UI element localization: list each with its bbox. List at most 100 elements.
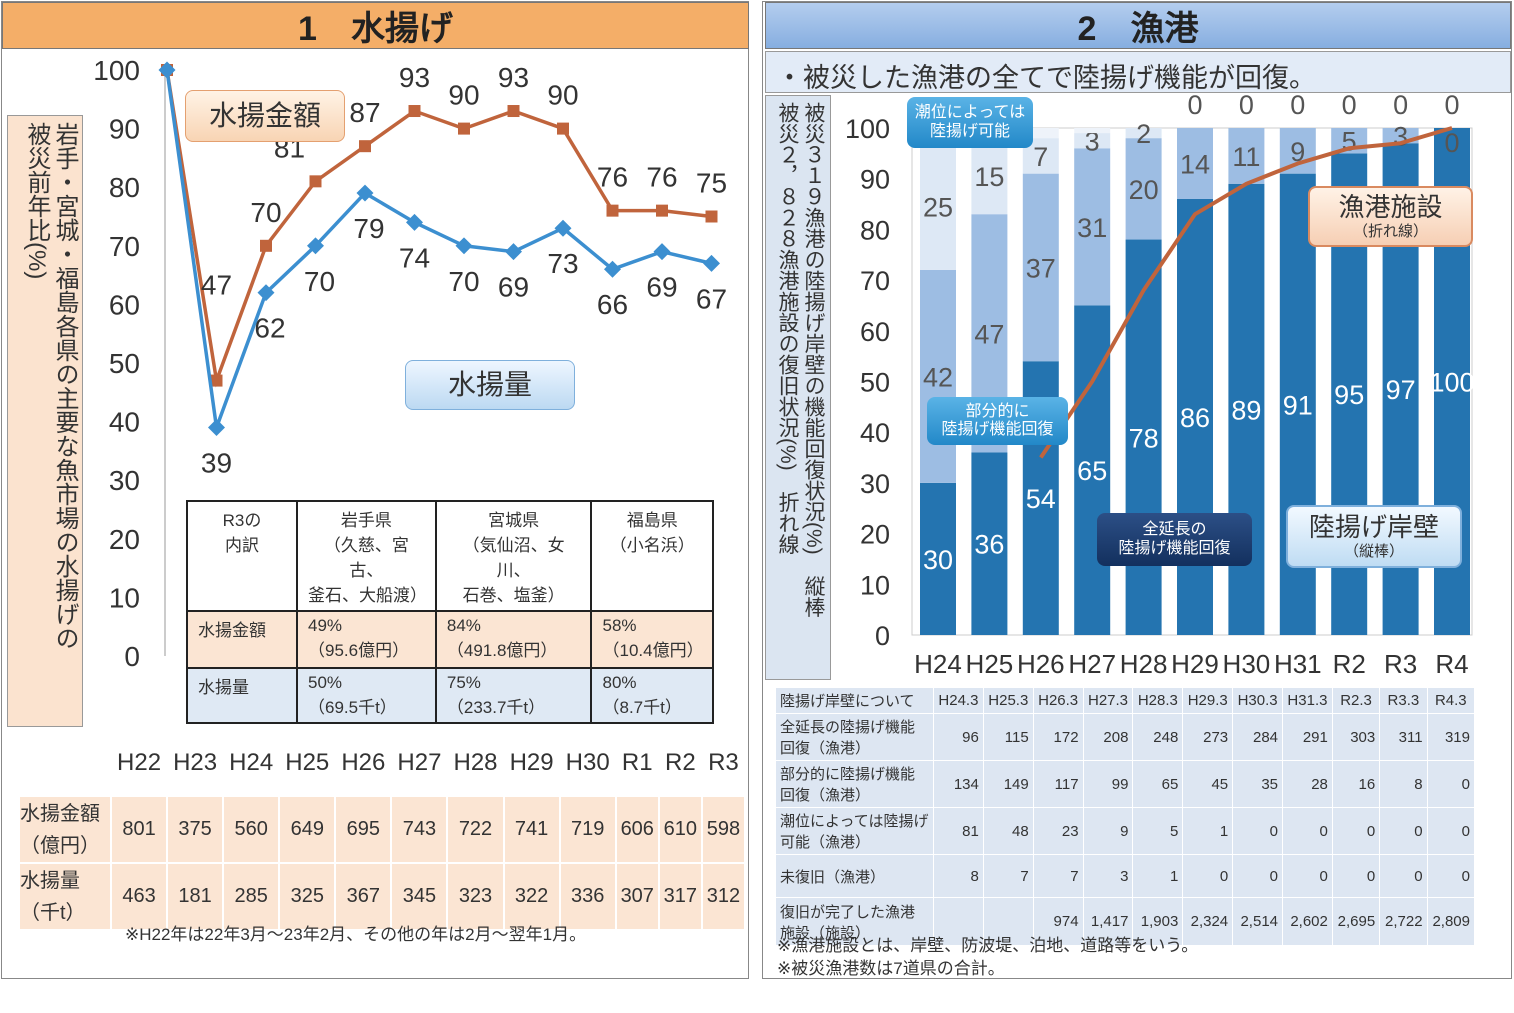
- bar-data-label: 86: [1180, 403, 1210, 433]
- cell: 3: [1082, 854, 1134, 898]
- y-label-col1: 岩手・宮城・福島各県の主要な魚市場の水揚げの: [51, 122, 78, 650]
- cell: 0: [1232, 807, 1284, 855]
- y-tick-label: 30: [109, 465, 140, 496]
- cell: 9: [1082, 807, 1134, 855]
- bar-segment-unrestored: [1074, 128, 1111, 134]
- cell: 0: [1426, 854, 1476, 898]
- year-header: H26: [334, 728, 393, 797]
- cell: 322: [502, 862, 561, 931]
- x-tick-label: R2: [1333, 649, 1366, 679]
- column-header: H24.3: [933, 687, 984, 714]
- x-tick-label: R4: [1435, 649, 1468, 679]
- x-tick-label: H27: [1068, 649, 1116, 679]
- full-callout: 全延長の 陸揚げ機能回復: [1097, 513, 1252, 566]
- bar-data-label: 20: [1129, 175, 1159, 205]
- volume-marker: [257, 284, 275, 302]
- port-y-axis-label: 被災３１９漁港の陸揚げ岸壁の機能回復状況(%) 縦棒 被災２，８２８漁港施設の復…: [765, 95, 831, 680]
- cell: 80% （8.7千t）: [590, 667, 714, 724]
- column-header: R4.3: [1426, 687, 1476, 714]
- cell: 8: [933, 854, 984, 898]
- table-row: 復旧が完了した漁港施設（施設） 974 1,417 1,903 2,324 2,514 2,…: [775, 897, 1476, 946]
- cell: [982, 897, 1034, 946]
- x-tick-label: H29: [1171, 649, 1219, 679]
- amount-data-label: 93: [399, 62, 430, 93]
- port-note-2: ※被災漁港数は7道県の合計。: [777, 959, 1005, 978]
- amount-marker: [458, 122, 470, 135]
- column-header: H26.3: [1032, 687, 1084, 714]
- cell: 2,602: [1282, 897, 1333, 946]
- cell: 1,417: [1082, 897, 1134, 946]
- cell: 28: [1282, 760, 1333, 808]
- bar-data-label: 11: [1232, 142, 1260, 172]
- year-header: H22: [109, 728, 169, 797]
- cell: 606: [614, 795, 660, 864]
- cell: 307: [614, 862, 660, 931]
- cell: 2,722: [1379, 897, 1428, 946]
- bar-segment-partial: [1279, 128, 1316, 174]
- cell: 0: [1379, 807, 1428, 855]
- volume-callout-label: 水揚量: [447, 368, 532, 400]
- bar-data-label: 36: [974, 530, 1004, 560]
- quay-callout: 陸揚げ岸壁 （縦棒）: [1286, 505, 1462, 568]
- volume-data-label: 67: [696, 283, 727, 314]
- cell: 23: [1032, 807, 1084, 855]
- breakdown-row-volume: 水揚量 50% （69.5千t） 75% （233.7千t） 80% （8.7千…: [186, 667, 714, 724]
- column-header: H31.3: [1282, 687, 1333, 714]
- cell: 5: [1132, 807, 1184, 855]
- cell: 463: [109, 862, 169, 931]
- volume-marker: [653, 243, 671, 261]
- cell: 81: [933, 807, 984, 855]
- bar-data-label: 2: [1136, 119, 1151, 149]
- row-label: 潮位によっては陸揚げ可能（漁港）: [775, 807, 934, 855]
- y-tick-label: 90: [860, 165, 890, 195]
- port-recovery-table: 陸揚げ岸壁について H24.3 H25.3 H26.3 H27.3 H28.3 H29.3 H…: [775, 687, 1476, 946]
- y-tick-label: 40: [860, 418, 890, 448]
- volume-data-label: 39: [201, 447, 232, 478]
- bar-segment-partial: [1125, 138, 1162, 240]
- cell: 801: [109, 795, 169, 864]
- table-row: 潮位によっては陸揚げ可能（漁港） 81 48 23 9 5 1 0 0 0 0 0: [775, 807, 1476, 855]
- y-tick-label: 70: [860, 266, 890, 296]
- cell: 48: [982, 807, 1034, 855]
- volume-data-label: 70: [448, 266, 479, 297]
- landing-panel: [1, 1, 749, 979]
- cell: 99: [1082, 760, 1134, 808]
- cell: 65: [1132, 760, 1184, 808]
- volume-marker: [307, 237, 324, 255]
- cell: 284: [1232, 713, 1284, 761]
- landing-y-axis-label: 岩手・宮城・福島各県の主要な魚市場の水揚げの 被災前年比(%): [7, 115, 83, 727]
- y-tick-label: 70: [109, 231, 140, 262]
- volume-data-label: 79: [353, 213, 384, 244]
- cell: 317: [657, 862, 703, 931]
- bar-data-label: 91: [1283, 390, 1313, 420]
- y-tick-label: 0: [124, 641, 140, 672]
- y-tick-label: 50: [109, 348, 140, 379]
- tide-callout-label: 潮位によっては 陸揚げ可能: [914, 104, 1026, 140]
- amount-marker: [210, 374, 223, 387]
- facility-callout: 漁港施設 （折れ線）: [1308, 186, 1473, 247]
- cell: 8: [1379, 760, 1428, 808]
- year-header: H23: [166, 728, 225, 797]
- bar-data-label: 0: [1444, 90, 1459, 120]
- y-tick-label: 80: [109, 172, 140, 203]
- bar-data-label: 31: [1077, 213, 1107, 243]
- header-label: 陸揚げ岸壁について: [775, 687, 934, 714]
- landing-annual-table: H22 H23 H24 H25 H26 H27 H28 H29 H30 R1 R2 R3 水揚金額 （億…: [18, 728, 747, 931]
- x-tick-label: R3: [1384, 649, 1417, 679]
- year-header: H29: [502, 728, 561, 797]
- column-header: H30.3: [1232, 687, 1284, 714]
- cell: 1: [1182, 807, 1234, 855]
- column-header: R3.3: [1379, 687, 1428, 714]
- annual-row: 水揚金額 （億円） 801 375 560 649 695 743 722 741 719 606 6…: [18, 795, 747, 864]
- volume-marker: [406, 213, 423, 231]
- cell: 0: [1232, 854, 1284, 898]
- breakdown-header: 福島県 （小名浜）: [590, 500, 714, 612]
- cell: 2,514: [1232, 897, 1284, 946]
- cell: 115: [982, 713, 1034, 761]
- quay-callout-sub: （縦棒）: [1343, 542, 1404, 560]
- cell: 2,695: [1331, 897, 1381, 946]
- amount-data-label: 76: [646, 162, 677, 193]
- port-bar-chart: 0102030405060708090100304225H24364715H25…: [844, 90, 1473, 679]
- y-tick-label: 60: [109, 289, 140, 320]
- bar-data-label: 37: [1026, 253, 1056, 283]
